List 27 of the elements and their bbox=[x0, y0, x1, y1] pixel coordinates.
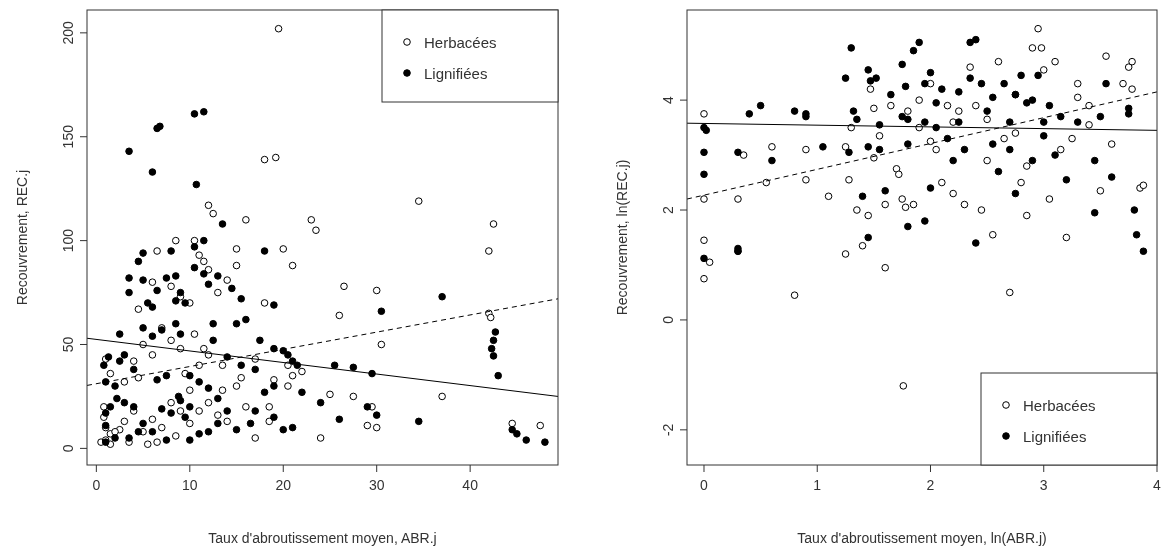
y-tick-label: 100 bbox=[60, 228, 76, 253]
x-tick-label: 2 bbox=[926, 477, 935, 493]
y-tick-label: 0 bbox=[660, 315, 676, 324]
legend-label: Herbacées bbox=[424, 34, 497, 51]
x-axis-title: Taux d'abroutissement moyen, ln(ABR.j) bbox=[797, 530, 1047, 546]
x-tick-label: 20 bbox=[275, 477, 292, 493]
x-tick-label: 40 bbox=[462, 477, 479, 493]
x-tick-label: 1 bbox=[813, 477, 822, 493]
legend-label: Lignifiées bbox=[1023, 428, 1087, 445]
x-tick-label: 0 bbox=[700, 477, 709, 493]
y-tick-label: 0 bbox=[60, 444, 76, 453]
x-axis-title: Taux d'abroutissement moyen, ABR.j bbox=[208, 530, 437, 546]
x-tick-label: 10 bbox=[182, 477, 198, 493]
x-tick-label: 3 bbox=[1039, 477, 1048, 493]
x-tick-label: 0 bbox=[92, 477, 101, 493]
y-tick-label: 4 bbox=[660, 96, 676, 105]
y-axis-title: Recouvrement, REC.j bbox=[14, 169, 30, 306]
y-tick-label: 2 bbox=[660, 205, 676, 214]
y-tick-label: 150 bbox=[60, 124, 76, 149]
x-tick-label: 30 bbox=[368, 477, 385, 493]
legend-label: Lignifiées bbox=[424, 65, 488, 82]
y-tick-label: 200 bbox=[60, 20, 76, 45]
x-tick-label: 4 bbox=[1153, 477, 1162, 493]
y-tick-label: -2 bbox=[660, 423, 676, 437]
y-tick-label: 50 bbox=[60, 336, 76, 353]
legend-label: Herbacées bbox=[1023, 397, 1096, 414]
y-axis-title: Recouvrement, ln(REC.j) bbox=[614, 159, 630, 316]
